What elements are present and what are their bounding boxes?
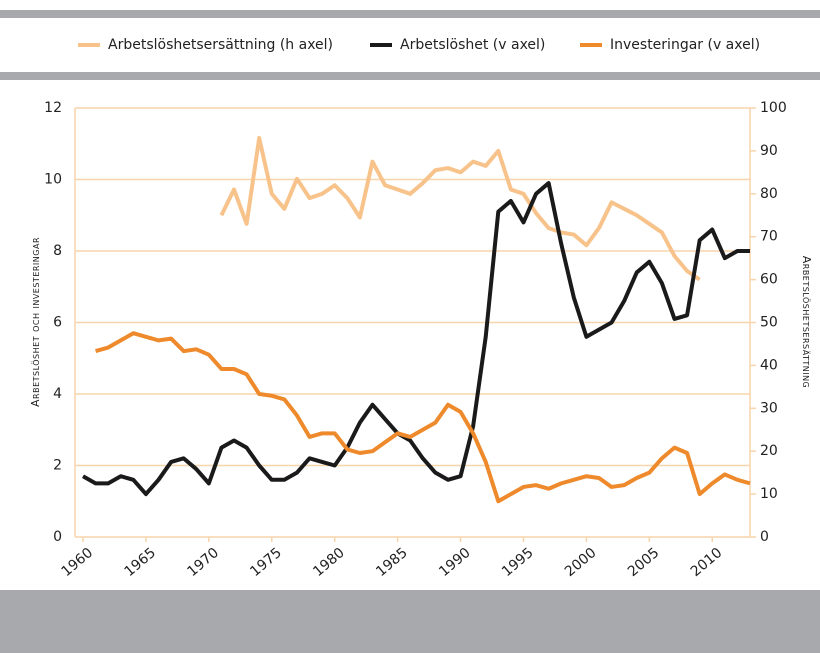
- y2-tick-label: 0: [760, 529, 769, 545]
- series-line: [95, 331, 751, 504]
- y2-tick-label: 10: [760, 486, 778, 502]
- top-bar: [0, 10, 820, 18]
- y2-tick-label: 30: [760, 400, 778, 416]
- legend-bar: [0, 72, 820, 80]
- x-tick-label: 1980: [310, 545, 348, 580]
- legend-label: Investeringar (v axel): [610, 37, 760, 53]
- y-tick-label: 12: [44, 100, 62, 116]
- x-tick-label: 2000: [562, 545, 600, 580]
- y-axis-label: Arbetslöshet och investeringar: [29, 237, 42, 407]
- y-tick-label: 2: [53, 458, 62, 474]
- x-tick-label: 1990: [436, 545, 474, 580]
- y-tick-label: 6: [53, 315, 62, 331]
- y2-tick-label: 20: [760, 443, 778, 459]
- series-line: [219, 136, 701, 282]
- x-tick-label: 1965: [121, 545, 159, 580]
- legend-label: Arbetslöshet (v axel): [400, 37, 545, 53]
- y-tick-label: 10: [44, 172, 62, 188]
- y2-tick-label: 40: [760, 357, 778, 373]
- x-tick-label: 1995: [499, 545, 537, 580]
- series-line: [82, 181, 750, 497]
- y2-tick-label: 80: [760, 186, 778, 202]
- y-tick-label: 4: [53, 386, 62, 402]
- y2-tick-label: 90: [760, 143, 778, 159]
- y2-tick-label: 100: [760, 100, 787, 116]
- y2-tick-label: 70: [760, 229, 778, 245]
- x-tick-label: 2005: [625, 545, 663, 580]
- y-tick-label: 0: [53, 529, 62, 545]
- x-tick-label: 1960: [59, 545, 97, 580]
- x-tick-label: 1985: [373, 545, 411, 580]
- legend-label: Arbetslöshetsersättning (h axel): [108, 37, 333, 53]
- y2-tick-label: 60: [760, 272, 778, 288]
- x-tick-label: 1970: [184, 545, 222, 580]
- y2-tick-label: 50: [760, 315, 778, 331]
- y2-axis-label: Arbetslöshetsersättning: [800, 256, 813, 389]
- x-tick-label: 2010: [688, 545, 726, 580]
- x-tick-label: 1975: [247, 545, 285, 580]
- footer-bar: [0, 590, 820, 653]
- y-tick-label: 8: [53, 243, 62, 259]
